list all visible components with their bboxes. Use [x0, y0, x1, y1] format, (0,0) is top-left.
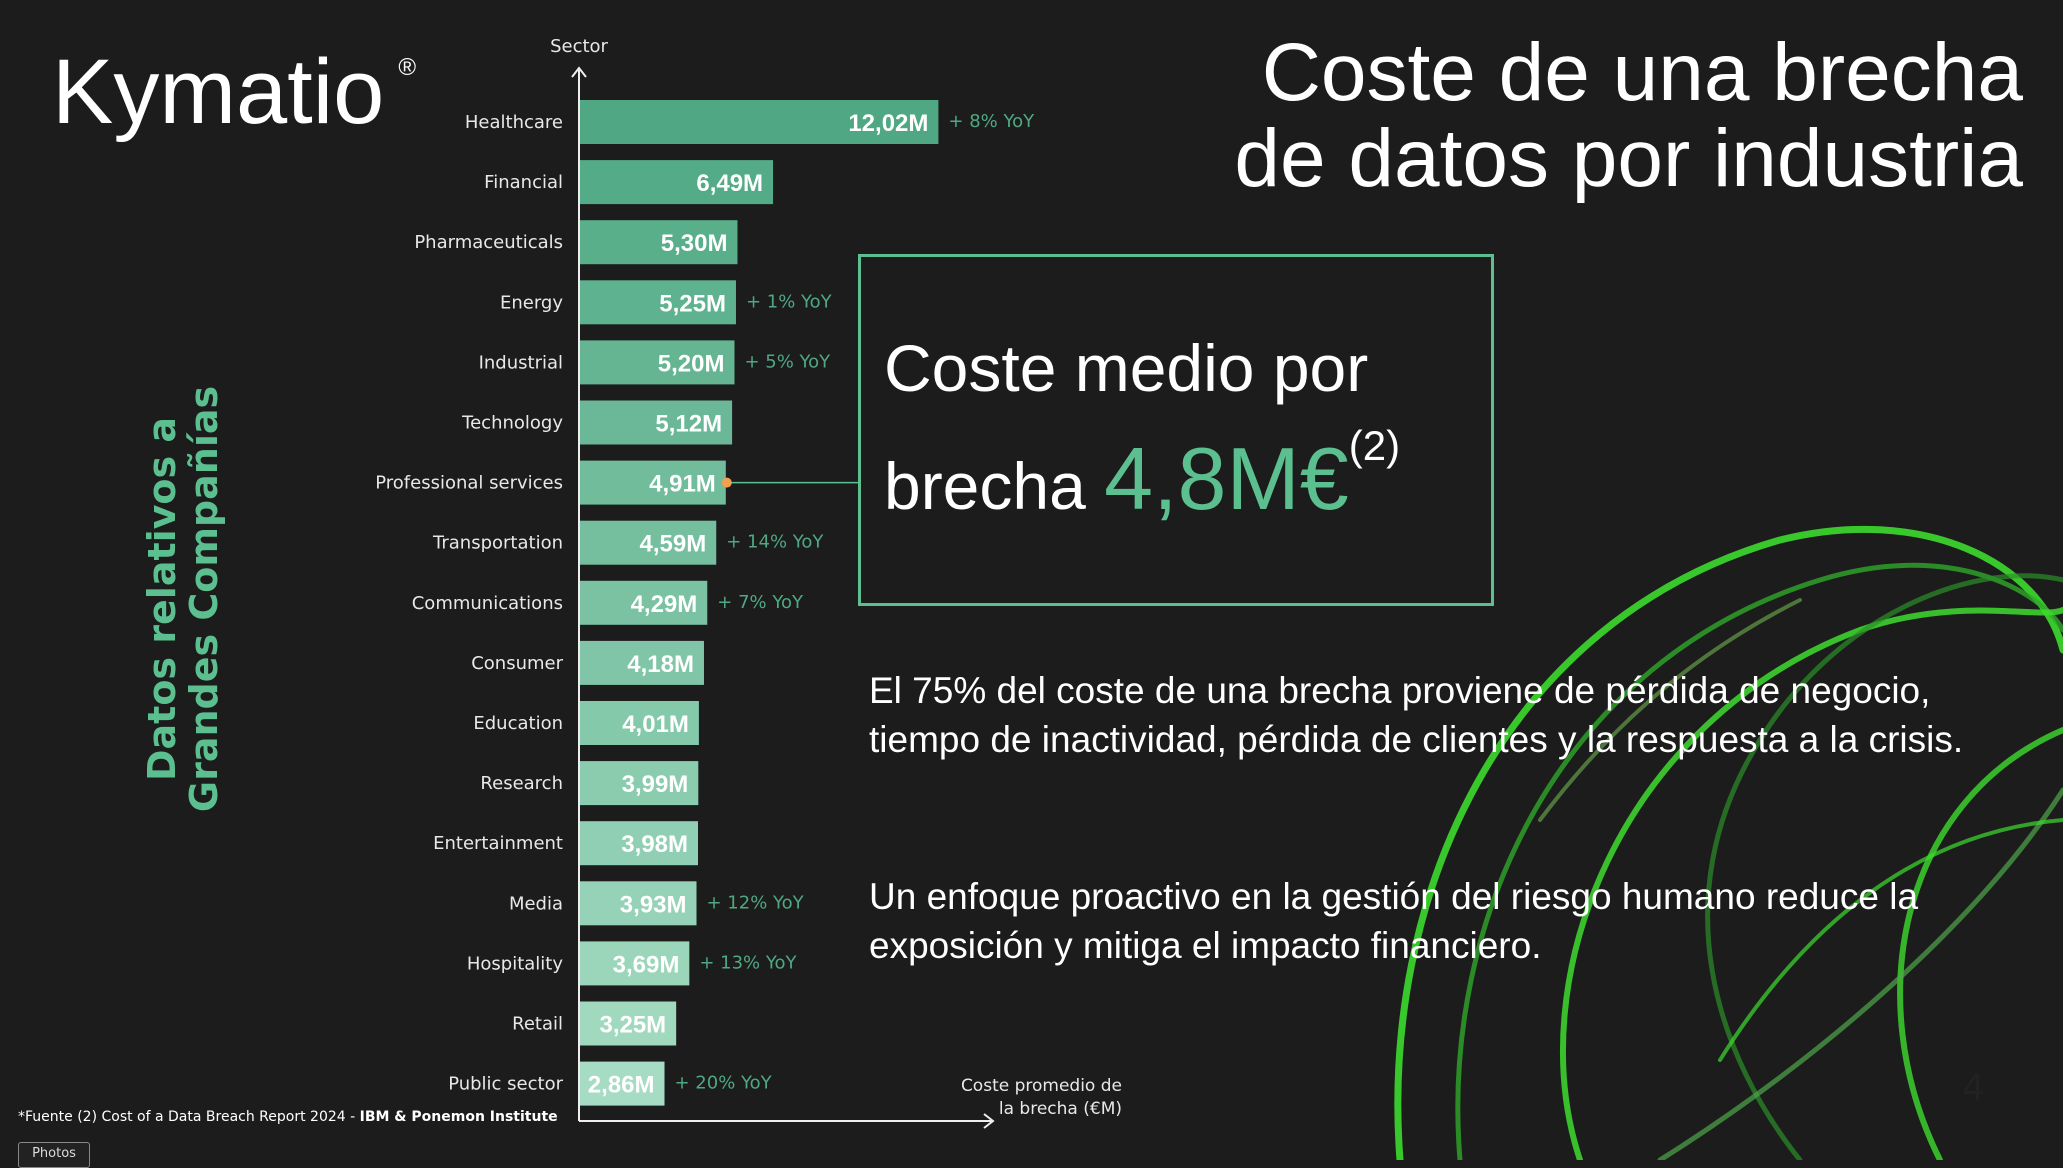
bar	[579, 881, 697, 926]
bar	[579, 941, 690, 986]
highlight-line2: brecha 4,8M€(2)	[884, 422, 1400, 530]
category-label: Entertainment	[433, 833, 563, 854]
bar	[579, 100, 939, 144]
yoy-annotation: + 12% YoY	[707, 892, 805, 913]
source-footnote: *Fuente (2) Cost of a Data Breach Report…	[18, 1109, 558, 1125]
highlight-marker	[721, 477, 732, 488]
data-label: 4,91M	[649, 471, 716, 498]
data-label: 4,59M	[640, 531, 707, 558]
yoy-annotation: + 8% YoY	[948, 111, 1035, 132]
category-label: Media	[509, 893, 563, 914]
data-label: 6,49M	[696, 170, 763, 197]
source-text: *Fuente (2) Cost of a Data Breach Report…	[18, 1109, 360, 1125]
x-axis-title-line2: la brecha (€M)	[999, 1099, 1122, 1119]
source-bold: IBM & Ponemon Institute	[359, 1109, 558, 1125]
kymatio-logo: Kymatio ®	[52, 40, 416, 145]
x-axis-arrow-icon	[983, 1113, 995, 1129]
bar	[579, 400, 733, 445]
category-label: Consumer	[471, 653, 563, 674]
bar-chart: Healthcare 12,02M + 8% YoY Financial 6,49M Ph…	[375, 36, 1122, 1129]
category-label: Hospitality	[467, 953, 564, 974]
y-axis-title: Sector	[550, 36, 608, 57]
bar	[579, 460, 726, 505]
yoy-annotation: + 13% YoY	[699, 952, 797, 973]
paragraph-1: El 75% del coste de una brecha proviene …	[869, 670, 1964, 761]
yoy-annotation: + 14% YoY	[726, 532, 824, 553]
category-label: Education	[473, 713, 563, 734]
data-label: 3,93M	[620, 891, 687, 918]
category-label: Pharmaceuticals	[414, 232, 563, 253]
category-label: Healthcare	[465, 112, 563, 133]
data-label: 4,18M	[627, 651, 694, 678]
highlight-box	[858, 254, 1494, 606]
bar	[579, 580, 708, 625]
page-number: 4	[1962, 1068, 1985, 1109]
bar	[579, 160, 774, 205]
data-label: 4,01M	[622, 711, 689, 738]
data-label: 12,02M	[848, 110, 928, 137]
data-label: 5,12M	[655, 411, 722, 438]
category-label: Public sector	[448, 1074, 563, 1095]
highlight-line1: Coste medio por	[884, 331, 1369, 405]
category-label: Professional services	[375, 473, 563, 494]
bar	[579, 1061, 665, 1106]
bar	[579, 1001, 677, 1046]
paragraph-2: Un enfoque proactivo en la gestión del r…	[869, 876, 1919, 967]
yoy-annotation: + 20% YoY	[675, 1073, 773, 1094]
registered-mark: ®	[398, 54, 417, 81]
bar	[579, 821, 699, 866]
bar	[579, 520, 717, 565]
highlight-superscript: (2)	[1348, 422, 1401, 469]
yoy-annotation: + 1% YoY	[746, 291, 833, 312]
decorative-swirl-graphic	[1394, 525, 2063, 1160]
title-line2: de datos por industria	[1234, 113, 2023, 205]
yoy-annotation: + 7% YoY	[717, 592, 804, 613]
bar	[579, 761, 699, 806]
y-axis-arrow-icon	[571, 66, 587, 78]
logo-text: Kymatio	[52, 41, 385, 143]
data-label: 4,29M	[631, 591, 698, 618]
highlight-value: 4,8M€	[1104, 429, 1349, 528]
category-label: Energy	[500, 292, 563, 313]
data-label: 5,30M	[661, 230, 728, 257]
page-title: Coste de una brecha de datos por industr…	[1234, 27, 2023, 205]
title-line1: Coste de una brecha	[1261, 27, 2023, 118]
category-label: Retail	[512, 1014, 563, 1035]
category-label: Research	[480, 773, 563, 794]
highlight-prefix: brecha	[884, 449, 1105, 523]
data-label: 3,25M	[599, 1012, 666, 1039]
bar	[579, 640, 704, 685]
bar	[579, 220, 738, 265]
category-label: Technology	[461, 413, 563, 434]
category-label: Transportation	[432, 533, 563, 554]
bar	[579, 701, 699, 745]
data-label: 3,69M	[613, 951, 680, 978]
category-label: Financial	[484, 172, 563, 193]
data-label: 5,25M	[659, 290, 726, 317]
yoy-annotation: + 5% YoY	[744, 351, 831, 372]
data-label: 2,86M	[588, 1072, 655, 1099]
data-label: 5,20M	[658, 350, 725, 377]
bar	[579, 340, 735, 385]
data-label: 3,99M	[622, 771, 689, 798]
category-label: Industrial	[479, 352, 563, 373]
category-label: Communications	[412, 593, 563, 614]
data-label: 3,98M	[621, 831, 688, 858]
bar	[579, 280, 736, 325]
x-axis-title-line1: Coste promedio de	[961, 1076, 1122, 1096]
